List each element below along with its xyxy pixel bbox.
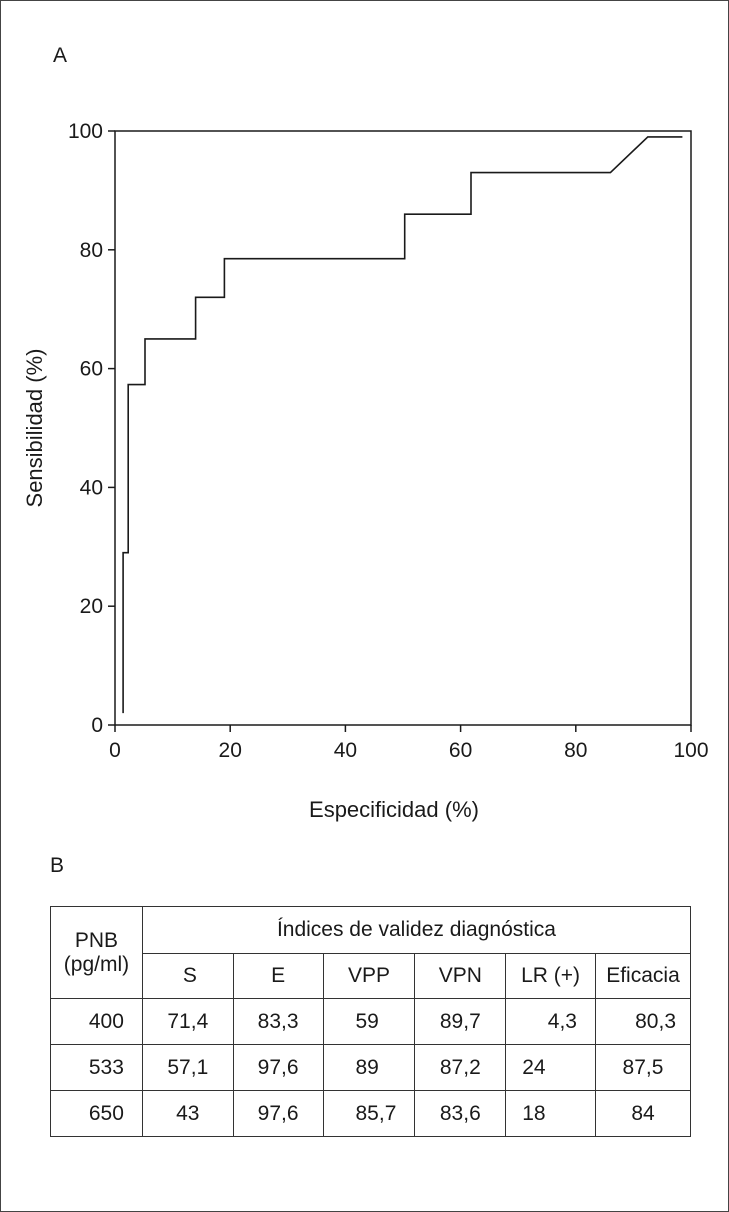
table-cell-eficacia: 84 — [594, 1090, 692, 1137]
table-cell-vpn: 83,6 — [414, 1090, 507, 1137]
table-cell-s: 57,1 — [141, 1044, 234, 1091]
table-cell-vpp: 89 — [322, 1044, 416, 1091]
table-row: 533 57,1 97,6 89 87,2 24 87,5 — [50, 1044, 692, 1091]
plot-area-border — [114, 130, 692, 726]
column-header: LR (+) — [505, 953, 596, 999]
table-row: 400 71,4 83,3 59 89,7 4,3 80,3 — [50, 998, 692, 1045]
table-cell-s: 43 — [141, 1090, 234, 1137]
column-header: Eficacia — [594, 953, 692, 999]
column-header: S — [141, 953, 234, 999]
table-cell-lr: 4,3 — [505, 998, 596, 1045]
column-header: VPP — [322, 953, 416, 999]
table-cell-e: 97,6 — [232, 1090, 324, 1137]
table-cell-e: 83,3 — [232, 998, 324, 1045]
pnb-value-cell: 400 — [50, 998, 143, 1045]
y-tick-label: 80 — [80, 239, 103, 262]
roc-chart: 0 20 40 60 80 100 0 20 40 60 80 100 Especificidad (… — [22, 120, 709, 822]
table-cell-s: 71,4 — [141, 998, 234, 1045]
table-cell-lr: 24 — [505, 1044, 596, 1091]
y-tick-label: 60 — [80, 358, 103, 381]
table-cell-vpp: 59 — [322, 998, 416, 1045]
y-tick-label: 100 — [68, 120, 103, 143]
y-tick-label: 40 — [80, 476, 103, 499]
table-cell-eficacia: 80,3 — [594, 998, 692, 1045]
x-tick-label: 20 — [219, 739, 242, 762]
panel-a-label: A — [53, 44, 68, 67]
table-cell-eficacia: 87,5 — [594, 1044, 692, 1091]
x-tick-label: 100 — [673, 739, 708, 762]
y-tick-label: 0 — [91, 714, 103, 737]
x-tick-label: 60 — [449, 739, 472, 762]
table-row: 650 43 97,6 85,7 83,6 18 84 — [50, 1090, 692, 1137]
table-cell-vpp: 85,7 — [322, 1090, 416, 1137]
diagnostic-validity-table: PNB (pg/ml) Índices de validez diagnóstic… — [50, 906, 692, 1137]
table-cell-lr: 18 — [505, 1090, 596, 1137]
pnb-header-line: PNB — [74, 928, 119, 952]
x-tick-label: 80 — [564, 739, 587, 762]
group-header: Índices de validez diagnóstica — [141, 906, 692, 954]
column-header: VPN — [414, 953, 507, 999]
pnb-header-line: (pg/ml) — [63, 952, 130, 976]
pnb-column-header: PNB (pg/ml) — [50, 906, 143, 999]
x-tick-label: 0 — [109, 739, 121, 762]
y-axis-label: Sensibilidad (%) — [22, 349, 47, 508]
x-axis-label: Especificidad (%) — [309, 797, 479, 822]
y-tick-label: 20 — [80, 595, 103, 618]
x-tick-label: 40 — [334, 739, 357, 762]
pnb-value-cell: 650 — [50, 1090, 143, 1137]
pnb-value-cell: 533 — [50, 1044, 143, 1091]
table-cell-e: 97,6 — [232, 1044, 324, 1091]
roc-curve — [122, 136, 683, 714]
table-cell-vpn: 87,2 — [414, 1044, 507, 1091]
table-cell-vpn: 89,7 — [414, 998, 507, 1045]
panel-b-label: B — [50, 854, 65, 877]
column-header: E — [232, 953, 324, 999]
